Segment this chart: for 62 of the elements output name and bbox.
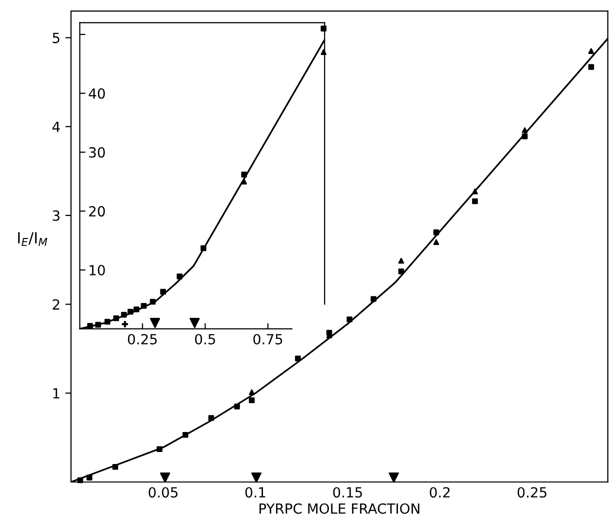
y-tick-label: 1 [53, 388, 60, 398]
y-tick-label: 5 [52, 32, 60, 44]
point [295, 356, 301, 362]
y-tick-label: 2 [52, 299, 60, 310]
y-tick-label: 40 [88, 88, 105, 99]
point [150, 298, 156, 305]
point [241, 178, 247, 185]
x-tick-label: 0.5 [195, 334, 216, 344]
y-tick-label: 4 [52, 122, 60, 132]
point [346, 316, 352, 322]
point [320, 26, 326, 32]
point [248, 389, 255, 396]
x-tick-label: 0.1 [245, 487, 266, 498]
point [522, 127, 528, 134]
point [104, 318, 110, 325]
point [388, 472, 399, 483]
point [370, 296, 376, 302]
point [234, 404, 240, 410]
point [77, 477, 84, 484]
point [150, 318, 160, 328]
y-tick-label: 10 [90, 264, 105, 276]
point [87, 323, 93, 329]
point [398, 258, 404, 264]
x-tick-label: 0.05 [148, 487, 178, 498]
point [140, 302, 147, 309]
point [208, 415, 214, 421]
point [190, 318, 200, 328]
point [241, 172, 247, 178]
y-tick-label: 20 [89, 206, 105, 217]
point [251, 472, 262, 483]
x-tick-label: 0.25 [128, 334, 157, 344]
point [182, 432, 188, 438]
x-axis-title: PYRPC MOLE FRACTION [260, 503, 420, 514]
point [588, 64, 594, 70]
point [472, 198, 478, 204]
point [320, 49, 326, 55]
point [398, 268, 404, 274]
point [522, 133, 528, 140]
point [95, 322, 101, 328]
point [472, 188, 478, 194]
y-tick-label: 3 [52, 210, 60, 221]
point [176, 274, 183, 280]
point [433, 229, 440, 236]
point [160, 288, 166, 295]
x-tick-label: 0.15 [333, 487, 362, 498]
point [134, 306, 140, 312]
y-tick-label: 30 [89, 147, 105, 158]
point [128, 308, 134, 315]
point [113, 315, 120, 322]
x-tick-label: 0.75 [253, 334, 282, 344]
point [248, 397, 255, 404]
point [121, 312, 127, 318]
point [112, 464, 118, 470]
x-tick-label: 0.25 [518, 487, 546, 498]
point [200, 245, 206, 252]
x-tick-label: 0.2 [430, 487, 450, 498]
point [156, 446, 162, 452]
point [588, 48, 594, 54]
point [86, 474, 92, 480]
point [433, 239, 440, 245]
point [160, 472, 170, 483]
y-axis-title: I$_{E}$/I$_{M}$ [18, 232, 48, 246]
